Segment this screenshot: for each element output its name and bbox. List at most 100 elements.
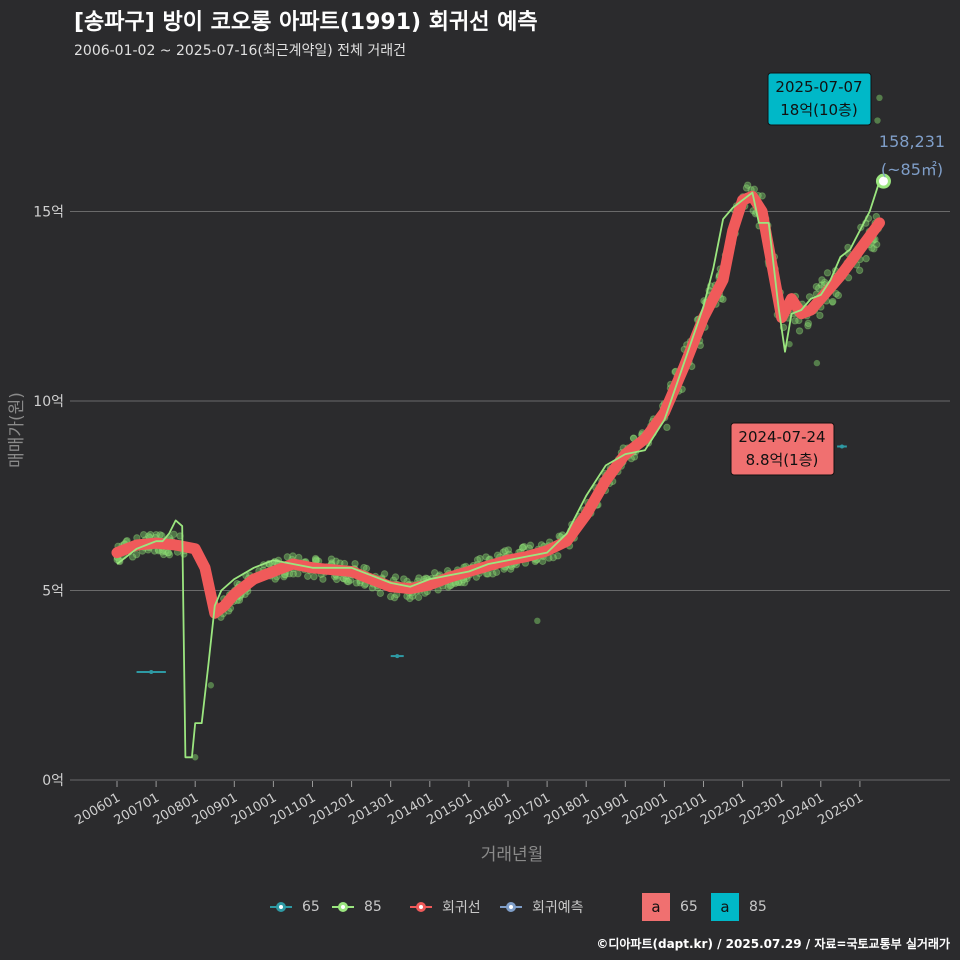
y-tick-label: 10억 — [33, 394, 64, 410]
legend-item-0: 65 — [268, 893, 320, 921]
scatter-point — [146, 530, 155, 539]
legend-item-label: 회귀예측 — [532, 900, 584, 916]
series-65-point — [395, 654, 400, 659]
scatter-point — [489, 570, 497, 578]
scatter-point — [159, 550, 168, 559]
scatter-point — [406, 594, 414, 603]
scatter-point — [444, 583, 452, 591]
scatter-point — [870, 245, 878, 253]
scatter-point — [812, 282, 821, 291]
scatter-point — [351, 559, 359, 568]
annotation-max-text: 2025-07-07 — [775, 78, 862, 96]
price-chart: 0억 5억 10억 15억 20060120070120080120090120100… — [7, 72, 950, 865]
scatter-point — [758, 192, 766, 200]
annotation-max-text: 18억(10층) — [780, 101, 857, 119]
legend-text-key: a — [711, 893, 739, 921]
scatter-point — [303, 572, 312, 580]
scatter-point — [352, 579, 361, 587]
scatter-point — [280, 573, 288, 581]
scatter-point — [786, 340, 793, 348]
scatter-point — [343, 577, 351, 586]
scatter-point — [815, 284, 823, 292]
scatter-point — [526, 541, 535, 549]
legend-item-3: 회귀예측 — [498, 893, 584, 921]
annotations: 2025-07-07 18억(10층) 2024-07-24 8.8억(1층) 158,… — [730, 72, 945, 476]
legend-item-1: 85 — [330, 893, 382, 921]
scatter-point — [289, 552, 297, 560]
scatter-point — [380, 570, 389, 578]
scatter-point — [386, 592, 395, 601]
annotation-min-text: 2024-07-24 — [738, 428, 825, 446]
scatter-point — [415, 574, 423, 582]
scatter-point — [832, 289, 840, 298]
legend-key-icon — [500, 902, 522, 912]
page-subtitle: 2006-01-02 ~ 2025-07-16(최근계약일) 전체 거래건 — [74, 43, 406, 59]
legend-item-label: 65 — [302, 899, 320, 915]
caption: ©디아파트(dapt.kr) / 2025.07.29 / 자료=국토교통부 실… — [596, 937, 950, 951]
scatter-point — [391, 573, 400, 581]
scatter-point — [534, 617, 541, 625]
scatter-point — [476, 554, 484, 563]
legend-key-icon — [332, 902, 354, 912]
scatter-point — [872, 240, 881, 249]
scatter-point — [473, 556, 482, 564]
y-tick-label: 5억 — [42, 584, 64, 600]
scatter-point — [804, 321, 812, 330]
x-axis-label: 거래년월 — [481, 845, 544, 865]
scatter-point — [192, 754, 199, 761]
scatter-point — [289, 570, 298, 578]
scatter-point — [876, 94, 883, 102]
scatter-point — [332, 575, 341, 584]
x-axis-ticks: 2006012007012008012009012010012011012012… — [73, 781, 866, 828]
scatter-point — [742, 184, 751, 192]
scatter-point — [868, 244, 876, 252]
grid-lines — [70, 211, 950, 781]
legend-item-label: 회귀선 — [442, 900, 481, 916]
scatter-point — [554, 552, 562, 560]
scatter-point — [400, 575, 408, 583]
scatter-point — [855, 266, 864, 275]
scatter-point — [311, 554, 320, 563]
scatter-point — [327, 555, 336, 563]
scatter-point — [414, 593, 423, 602]
scatter-point — [319, 575, 327, 583]
scatter-point — [829, 299, 836, 306]
scatter-point — [506, 565, 515, 573]
scatter-point — [390, 593, 399, 602]
scatter-point — [744, 181, 752, 189]
scatter-point — [874, 117, 881, 124]
series-lines — [111, 173, 891, 759]
legend: 65 85 회귀선 회귀예측 a 65 a 85 — [0, 893, 960, 921]
scatter-point — [164, 549, 173, 557]
x-tick-label: 202501 — [815, 790, 865, 828]
y-axis-label: 매매가(원) — [7, 392, 27, 468]
scatter-point — [549, 553, 557, 562]
scatter-point — [862, 254, 870, 263]
scatter-point — [207, 682, 215, 689]
scatter-point — [156, 531, 164, 539]
scatter-point — [310, 572, 318, 581]
scatter-point — [344, 577, 353, 586]
scatter-point — [519, 543, 527, 552]
legend-text-key: a — [642, 893, 670, 921]
scatter-point — [283, 553, 292, 561]
scatter-point — [817, 281, 826, 289]
scatter-point — [170, 530, 178, 538]
scatter-point — [165, 551, 174, 559]
annotation-min-text: 8.8억(1층) — [746, 451, 819, 469]
scatter-point — [719, 295, 727, 303]
scatter-point — [520, 542, 528, 551]
series-65-point — [149, 669, 154, 674]
legend-text-item-0: a 65 — [642, 893, 698, 921]
legend-item-label: 85 — [364, 899, 382, 915]
scatter-point — [460, 578, 469, 587]
scatter-point — [823, 269, 832, 277]
scatter-point — [139, 530, 148, 539]
annotation-box-min — [730, 422, 835, 476]
scatter-point — [457, 578, 466, 587]
legend-item-2: 회귀선 — [408, 893, 481, 921]
series-65-segments — [136, 444, 847, 674]
scatter-point — [504, 546, 513, 554]
scatter-point — [499, 548, 507, 556]
y-tick-label: 0억 — [42, 773, 64, 789]
